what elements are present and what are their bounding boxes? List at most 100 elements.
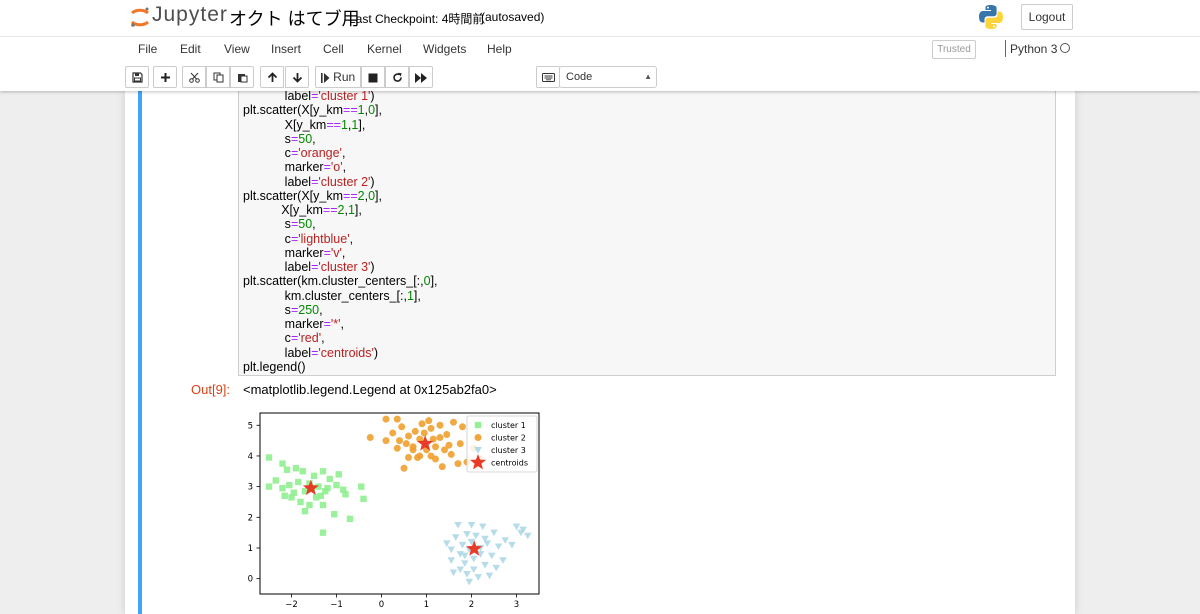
copy-button[interactable] xyxy=(206,66,230,88)
cut-button[interactable] xyxy=(182,66,206,88)
x-tick-label: 1 xyxy=(424,600,429,610)
code-token: 250 xyxy=(298,302,320,317)
y-tick-label: 5 xyxy=(248,421,253,431)
menu-edit[interactable]: Edit xyxy=(180,42,201,56)
insert-cell-button[interactable] xyxy=(153,66,177,88)
data-point-cluster-3 xyxy=(467,538,476,546)
trusted-indicator[interactable]: Trusted xyxy=(932,40,976,59)
data-point-cluster-3 xyxy=(456,566,465,574)
data-point-cluster-2 xyxy=(405,432,412,440)
data-point-cluster-1 xyxy=(340,486,347,493)
code-token: , xyxy=(349,231,354,246)
logout-button[interactable]: Logout xyxy=(1021,4,1073,30)
x-tick-label: 0 xyxy=(379,600,384,610)
data-point-cluster-2 xyxy=(447,450,455,458)
code-token: ) xyxy=(370,89,375,103)
code-token: = xyxy=(290,331,299,346)
data-point-cluster-1 xyxy=(301,507,309,515)
code-line: X[y_km==1,1], xyxy=(243,118,438,132)
data-point-cluster-2 xyxy=(405,453,412,461)
data-point-cluster-2 xyxy=(459,423,466,431)
data-point-cluster-2 xyxy=(427,424,435,432)
save-button[interactable] xyxy=(125,66,149,88)
data-point-cluster-3 xyxy=(508,541,516,549)
data-point-cluster-1 xyxy=(319,468,327,475)
data-point-cluster-2 xyxy=(411,427,419,435)
menu-view[interactable]: View xyxy=(224,42,250,56)
data-point-cluster-1 xyxy=(333,481,340,489)
python-logo-icon xyxy=(979,5,1003,29)
code-token: ], xyxy=(375,188,382,203)
data-point-cluster-3 xyxy=(490,529,498,537)
data-point-cluster-3 xyxy=(454,521,462,529)
code-token: , xyxy=(340,317,345,331)
menu-widgets[interactable]: Widgets xyxy=(423,42,467,56)
menu-cell[interactable]: Cell xyxy=(323,42,344,56)
data-point-centroids xyxy=(466,540,483,556)
menu-help[interactable]: Help xyxy=(487,42,512,56)
menu-insert[interactable]: Insert xyxy=(271,42,302,56)
menu-kernel[interactable]: Kernel xyxy=(367,42,402,56)
selected-cell-indicator xyxy=(138,91,142,614)
cell-type-select[interactable]: Code ▲ xyxy=(559,66,657,88)
code-token: marker xyxy=(243,245,324,260)
code-token: 1 xyxy=(357,103,365,118)
data-point-cluster-1 xyxy=(322,488,329,495)
interrupt-button[interactable] xyxy=(361,66,385,88)
code-token: s xyxy=(243,302,291,317)
code-line: plt.scatter(km.cluster_centers_[:,0], xyxy=(243,274,438,288)
command-palette-button[interactable] xyxy=(536,66,560,88)
code-token: = xyxy=(311,260,319,274)
data-point-cluster-2 xyxy=(432,443,439,451)
restart-run-all-button[interactable] xyxy=(409,66,433,88)
code-token: = xyxy=(290,131,299,146)
code-line: s=50, xyxy=(243,132,438,146)
scatter-chart: −2 −1 0 1 2 3 0 1 2 3 4 5 cluster 1 cluster 2 cluster … xyxy=(248,412,540,610)
code-token: ], xyxy=(430,274,438,289)
code-line: km.cluster_centers_[:,1], xyxy=(243,289,438,303)
data-point-cluster-1 xyxy=(265,454,273,461)
move-up-button[interactable] xyxy=(260,66,284,88)
code-token: 'red' xyxy=(298,331,322,346)
data-point-cluster-1 xyxy=(301,488,309,495)
menubar: File Edit View Insert Cell Kernel Widget… xyxy=(125,37,1074,61)
stop-icon xyxy=(368,73,378,83)
code-line: c='lightblue', xyxy=(243,232,438,246)
code-cell-input[interactable]: label='cluster 1') plt.scatter(X[y_km==1,… xyxy=(238,80,1056,376)
code-token: 'cluster 1' xyxy=(318,89,371,103)
kernel-idle-indicator-icon xyxy=(1060,43,1070,53)
code-line: label='cluster 2') xyxy=(243,175,438,189)
code-token: 'cluster 2' xyxy=(318,174,371,189)
data-point-cluster-1 xyxy=(265,483,273,490)
data-point-cluster-2 xyxy=(382,437,390,445)
run-button[interactable]: Run xyxy=(315,66,361,88)
code-token: , xyxy=(321,331,325,346)
jupyter-wordmark[interactable]: Jupyter xyxy=(152,3,228,26)
data-point-cluster-1 xyxy=(279,460,286,467)
data-point-cluster-2 xyxy=(389,429,397,437)
header-top: Jupyter オクト はてブ用 Last Checkpoint: 4時間前 (… xyxy=(0,0,1200,37)
jupyter-logo[interactable] xyxy=(128,5,218,29)
paste-icon xyxy=(237,74,247,83)
y-tick-label: 3 xyxy=(248,483,253,493)
x-tick-label: 3 xyxy=(514,600,519,610)
code-token: c xyxy=(243,146,291,160)
data-point-cluster-1 xyxy=(290,489,297,496)
menu-file[interactable]: File xyxy=(138,42,158,56)
paste-button[interactable] xyxy=(230,66,254,88)
code-token: s xyxy=(243,217,291,232)
code-line: marker='v', xyxy=(243,246,438,260)
code-token: 1 xyxy=(406,288,414,303)
kernel-name[interactable]: Python 3 xyxy=(1010,42,1058,56)
restart-button[interactable] xyxy=(385,66,409,88)
code-line: s=250, xyxy=(243,303,438,317)
code-token: 2 xyxy=(357,188,365,203)
code-token: ], xyxy=(358,117,366,132)
code-lines: label='cluster 1') plt.scatter(X[y_km==1,… xyxy=(243,89,438,374)
y-tick-label: 1 xyxy=(248,544,253,554)
notebook-title[interactable]: オクト はてブ用 xyxy=(229,9,360,29)
code-token: '*' xyxy=(330,317,341,331)
move-down-button[interactable] xyxy=(285,66,309,88)
code-token: 1 xyxy=(351,117,359,132)
plot-frame xyxy=(259,412,540,595)
